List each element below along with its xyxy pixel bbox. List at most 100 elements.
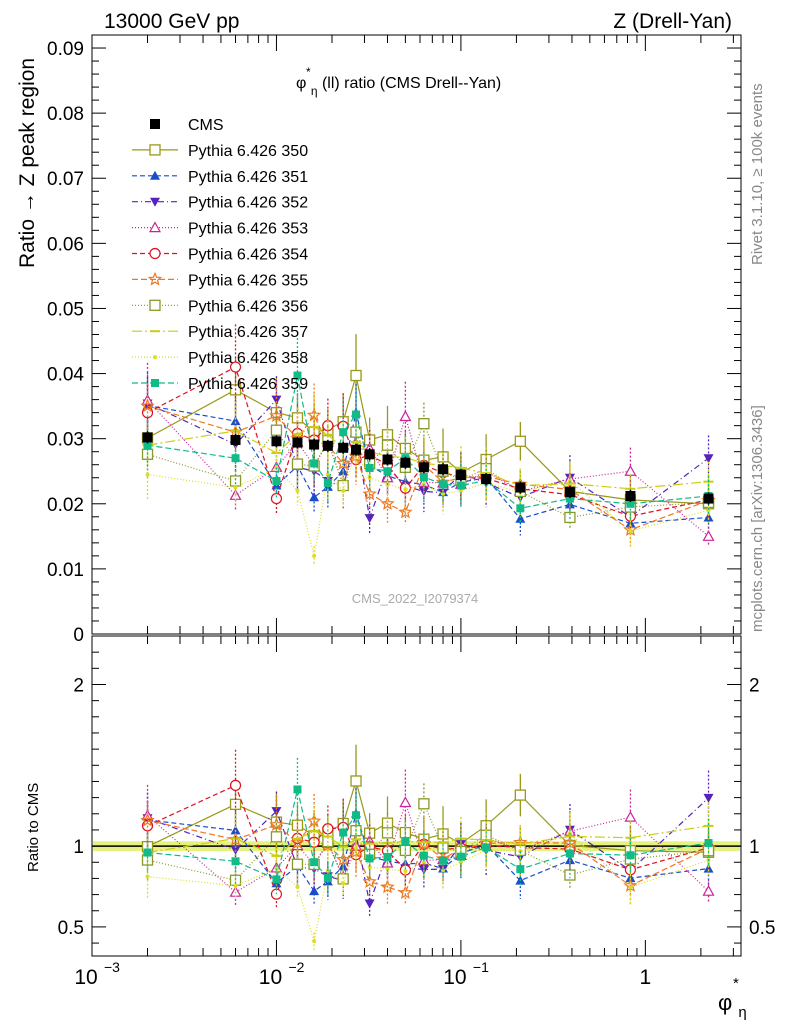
y-tick-label: 0.03 [47, 430, 84, 451]
legend-marker [147, 271, 163, 286]
data-point [385, 867, 390, 872]
legend-marker [148, 221, 162, 233]
legend-entry: Pythia 6.426 357 [132, 324, 308, 341]
data-point [145, 874, 150, 879]
data-point [309, 492, 320, 502]
data-point [350, 775, 362, 787]
data-point [399, 796, 412, 808]
chart-title: φ η (ll) ratio (CMS Drell--Yan) [296, 75, 501, 99]
data-point [628, 529, 633, 534]
cms-data-point [271, 436, 282, 447]
data-point [231, 454, 240, 463]
data-point [270, 831, 283, 843]
data-point [401, 837, 410, 846]
title-symbol: φ [296, 75, 306, 92]
legend-label: Pythia 6.426 355 [188, 272, 308, 289]
data-point [270, 424, 283, 436]
ratio-panel: 10 −3 10 −2 10 −1 1 0.5 0.5 1 1 2 2 [58, 635, 775, 989]
legend-entry: Pythia 6.426 353 [132, 221, 308, 238]
data-point [514, 789, 526, 801]
ratio-y-tick-label-right: 2 [749, 675, 760, 696]
y-tick-label: 0.04 [47, 365, 84, 386]
legend-entry: Pythia 6.426 358 [132, 350, 308, 367]
x-tick-label: 1 [640, 966, 652, 989]
data-point [482, 843, 491, 852]
data-point [341, 881, 346, 886]
data-point [310, 858, 319, 867]
data-point [458, 859, 463, 864]
legend-entry: Pythia 6.426 354 [132, 247, 308, 264]
legend-entry: Pythia 6.426 352 [132, 195, 308, 212]
cms-data-point [481, 474, 492, 485]
data-point [419, 851, 428, 860]
y-tick-label: 0.05 [47, 299, 84, 320]
legend-entry: CMS [150, 117, 224, 134]
legend-label: Pythia 6.426 351 [188, 169, 308, 186]
data-point [418, 798, 430, 810]
legend-label: Pythia 6.426 359 [188, 376, 308, 393]
data-point [706, 508, 711, 513]
rivet-label: Rivet 3.1.10, ≥ 100k events [749, 83, 766, 265]
data-point [339, 828, 348, 837]
data-point [516, 865, 525, 874]
data-point [143, 848, 152, 857]
data-point [456, 852, 465, 861]
legend-marker [150, 197, 160, 207]
cms-data-point [400, 457, 411, 468]
cms-data-point [351, 444, 362, 455]
data-point [325, 472, 330, 477]
data-point [702, 884, 715, 896]
legend-label: Pythia 6.426 356 [188, 298, 308, 315]
cms-data-point [515, 482, 526, 493]
legend-label: Pythia 6.426 358 [188, 350, 308, 367]
legend-label: Pythia 6.426 353 [188, 221, 308, 238]
legend-label: CMS [188, 117, 224, 134]
cms-data-point [703, 493, 714, 504]
y-tick-label: 0.06 [47, 234, 84, 255]
data-point [564, 869, 576, 881]
data-point [295, 488, 300, 493]
data-point [703, 793, 714, 803]
ratio-ylabel: Ratio to CMS [25, 783, 42, 872]
y-tick-label: 0.02 [47, 495, 84, 516]
cms-data-point [230, 434, 241, 445]
data-point [231, 857, 240, 866]
main-ylabel: Ratio → Z peak region [16, 58, 39, 268]
ratio-frame [91, 635, 742, 957]
header-left: 13000 GeV pp [104, 10, 239, 33]
ratio-y-tick-label: 1 [73, 837, 84, 858]
header-right: Z (Drell-Yan) [613, 10, 732, 33]
data-point [380, 496, 395, 510]
data-point [229, 779, 242, 791]
data-point [441, 492, 446, 497]
legend-marker [153, 355, 157, 360]
data-point [624, 810, 637, 822]
data-point [365, 463, 374, 472]
data-point [312, 939, 317, 944]
legend-entry: Pythia 6.426 351 [132, 169, 308, 186]
data-point [323, 478, 332, 487]
legend-label: Pythia 6.426 357 [188, 324, 308, 341]
y-tick-label: 0.01 [47, 560, 84, 581]
data-point [456, 481, 465, 490]
x-tick-label: 10 [443, 966, 466, 989]
legend-entry: Pythia 6.426 356 [132, 298, 308, 315]
legend-entry: Pythia 6.426 350 [132, 143, 308, 160]
data-point [383, 467, 392, 476]
cms-data-point [338, 442, 349, 453]
watermark: CMS_2022_I2079374 [352, 591, 479, 606]
data-point [364, 899, 375, 909]
data-point [312, 553, 317, 558]
legend-label: Pythia 6.426 352 [188, 195, 308, 212]
cms-data-point [142, 432, 153, 443]
legend-marker [150, 119, 160, 129]
data-point [398, 504, 413, 519]
data-point [365, 854, 374, 863]
cms-data-point [309, 439, 320, 450]
data-point [323, 873, 332, 882]
data-point [233, 485, 238, 490]
legend-marker [149, 299, 161, 311]
data-point [381, 429, 394, 441]
data-point [380, 879, 395, 894]
